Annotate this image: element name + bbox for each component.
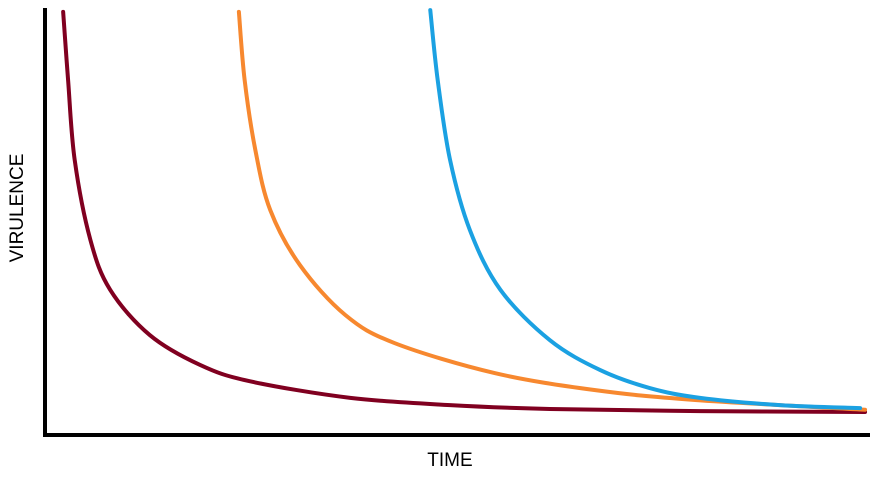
x-axis-label: TIME bbox=[427, 450, 472, 471]
line-series bbox=[428, 8, 863, 411]
line-series bbox=[236, 9, 868, 412]
y-axis-label: VIRULENCE bbox=[7, 154, 28, 263]
line-series bbox=[61, 9, 868, 414]
